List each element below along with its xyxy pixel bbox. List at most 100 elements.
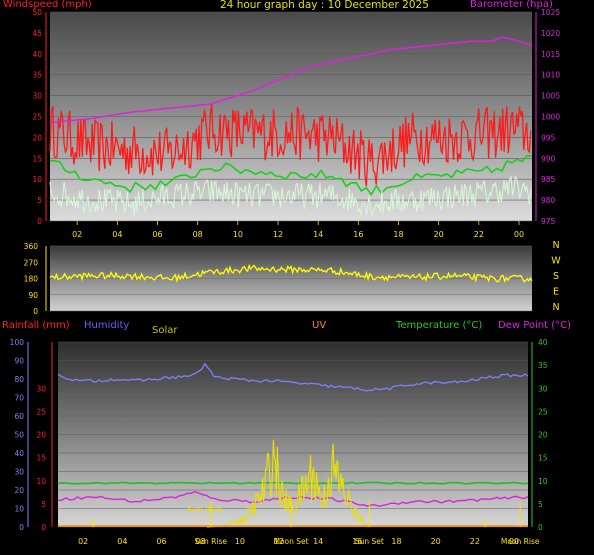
humidity-tick-label: 100 <box>10 338 25 347</box>
temperature-tick-label: 15 <box>538 454 548 463</box>
uv-label: UV <box>312 320 327 331</box>
temperature-tick-label: 10 <box>538 477 548 486</box>
x-tick-label: 02 <box>72 230 82 239</box>
direction-tick-label: 90 <box>28 291 38 300</box>
rainfall-label: Rainfall (mm) <box>2 320 70 331</box>
x-tick-label: 02 <box>78 537 88 546</box>
temperature-tick-label: 5 <box>538 500 543 509</box>
temperature-line <box>57 481 529 485</box>
barometer-tick-label: 1005 <box>541 92 560 101</box>
x-tick-label: 14 <box>313 537 323 546</box>
compass-label: N <box>552 302 559 313</box>
rain-tick-label: 25 <box>36 407 46 416</box>
x-tick-label: 12 <box>274 537 284 546</box>
barometer-tick-label: 985 <box>541 175 556 184</box>
solar-line <box>206 439 371 528</box>
compass-label: S <box>553 271 559 282</box>
wind-tick-label: 30 <box>32 92 42 101</box>
dewpoint-line <box>58 490 529 508</box>
temperature-tick-label: 40 <box>538 338 548 347</box>
chart-title: 24 hour graph day : 10 December 2025 <box>220 0 429 11</box>
barometer-tick-label: 980 <box>541 196 556 205</box>
x-tick-label: 20 <box>434 230 444 239</box>
wind-tick-label: 10 <box>32 175 42 184</box>
wind-tick-label: 5 <box>37 196 42 205</box>
x-tick-label: 16 <box>352 537 362 546</box>
temperature-tick-label: 25 <box>538 407 548 416</box>
wind-tick-label: 45 <box>32 29 42 38</box>
dewpoint-label: Dew Point (°C) <box>498 320 572 331</box>
windspeed-gust-line <box>50 154 533 196</box>
humidity-label: Humidity <box>84 320 130 331</box>
x-tick-label: 00 <box>509 537 519 546</box>
x-tick-label: 04 <box>117 537 127 546</box>
barometer-tick-label: 975 <box>541 217 556 226</box>
humidity-line <box>57 362 529 392</box>
x-tick-label: 20 <box>431 537 441 546</box>
compass-label: W <box>551 256 561 267</box>
barometer-tick-label: 1020 <box>541 29 560 38</box>
humidity-tick-label: 40 <box>14 449 24 458</box>
rain-tick-label: 30 <box>36 384 46 393</box>
rain-tick-label: 20 <box>36 431 46 440</box>
barometer-tick-label: 995 <box>541 133 556 142</box>
x-tick-label: 04 <box>112 230 122 239</box>
barometer-axis-label: Barometer (hpa) <box>470 0 553 10</box>
direction-tick-label: 270 <box>24 258 39 267</box>
event-label: Sun Set <box>355 537 384 546</box>
x-tick-label: 10 <box>235 537 245 546</box>
x-tick-label: 06 <box>156 537 166 546</box>
barometer-tick-label: 1010 <box>541 71 560 80</box>
barometer-tick-label: 1015 <box>541 50 560 59</box>
wind-tick-label: 50 <box>32 8 42 17</box>
x-tick-label: 06 <box>152 230 162 239</box>
temperature-tick-label: 0 <box>538 523 543 532</box>
barometer-tick-label: 990 <box>541 154 556 163</box>
direction-tick-label: 360 <box>24 242 39 251</box>
x-tick-label: 18 <box>391 537 401 546</box>
barometer-line <box>49 36 533 124</box>
humidity-tick-label: 10 <box>14 505 24 514</box>
direction-tick-label: 180 <box>24 275 39 284</box>
wind-tick-label: 15 <box>32 154 42 163</box>
x-tick-label: 16 <box>353 230 363 239</box>
x-tick-label: 22 <box>470 537 480 546</box>
rain-tick-label: 15 <box>36 454 46 463</box>
sunrise-caption: Sun Rise <box>187 505 222 514</box>
x-tick-label: 12 <box>273 230 283 239</box>
humidity-tick-label: 0 <box>19 523 24 532</box>
temperature-tick-label: 35 <box>538 361 548 370</box>
windspeed-avg-line <box>49 174 532 218</box>
x-tick-label: 08 <box>196 537 206 546</box>
wind-tick-label: 20 <box>32 133 42 142</box>
windspeed-max-line <box>49 103 532 187</box>
wind-tick-label: 35 <box>32 71 42 80</box>
humidity-tick-label: 60 <box>14 412 24 421</box>
event-label: Moon Rise <box>501 537 540 546</box>
barometer-tick-label: 1000 <box>541 113 560 122</box>
wind-tick-label: 0 <box>37 217 42 226</box>
direction-tick-label: 0 <box>33 307 38 316</box>
humidity-tick-label: 50 <box>14 431 24 440</box>
rain-tick-label: 10 <box>36 477 46 486</box>
x-tick-label: 18 <box>393 230 403 239</box>
wind-tick-label: 25 <box>32 113 42 122</box>
humidity-tick-label: 80 <box>14 375 24 384</box>
temperature-tick-label: 30 <box>538 384 548 393</box>
rain-tick-label: 0 <box>41 523 46 532</box>
humidity-tick-label: 70 <box>14 394 24 403</box>
barometer-tick-label: 1025 <box>541 8 560 17</box>
x-tick-label: 00 <box>514 230 524 239</box>
solar-label: Solar <box>152 325 178 336</box>
rain-tick-label: 5 <box>41 500 46 509</box>
direction-line <box>49 263 533 284</box>
temperature-label: Temperature (°C) <box>396 320 483 331</box>
x-tick-label: 08 <box>193 230 203 239</box>
windspeed-axis-label: Windspeed (mph) <box>3 0 92 10</box>
compass-label: E <box>553 287 559 298</box>
x-tick-label: 22 <box>474 230 484 239</box>
temperature-tick-label: 20 <box>538 431 548 440</box>
humidity-tick-label: 30 <box>14 468 24 477</box>
